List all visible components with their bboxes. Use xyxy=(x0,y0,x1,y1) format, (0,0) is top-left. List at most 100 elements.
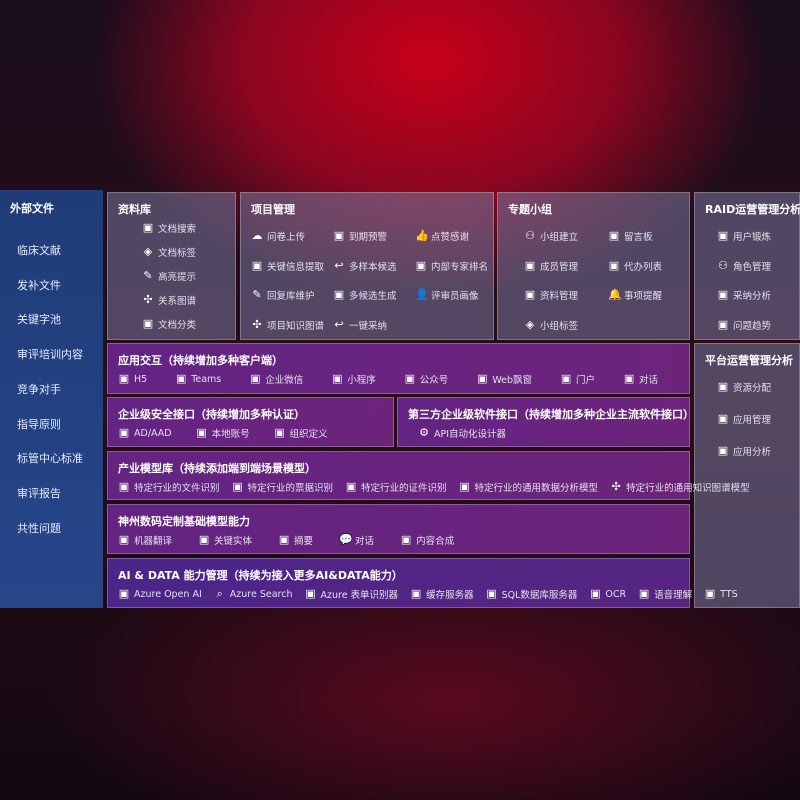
panel-title: 资料库 xyxy=(118,203,151,216)
feature-item[interactable]: ⌕ Azure Search xyxy=(214,588,293,600)
feature-item[interactable]: ⚇ 角色管理 xyxy=(717,259,771,273)
feature-item[interactable]: ▣ 公众号 xyxy=(404,372,449,387)
analysis-icon: ▣ xyxy=(717,444,729,457)
feature-item[interactable]: ▣ 内部专家排名 xyxy=(415,259,488,273)
feature-item[interactable]: ▣ 文档分类 xyxy=(142,317,197,332)
feature-label: API自动化设计器 xyxy=(434,429,507,440)
feature-label: 内部专家排名 xyxy=(431,261,489,273)
feature-item[interactable]: ▣ 对话 xyxy=(623,372,658,387)
feature-item[interactable]: ▣ 特定行业的文件识别 xyxy=(118,480,220,495)
dialog-icon: ▣ xyxy=(623,372,635,385)
sidebar-item[interactable]: 标管中心标准 xyxy=(17,452,83,466)
feature-item[interactable]: ▣ 问题趋势 xyxy=(717,318,771,332)
feature-item[interactable]: ▣ TTS xyxy=(704,588,738,600)
feature-label: 资源分配 xyxy=(733,383,772,394)
feature-item[interactable]: ▣ 缓存服务器 xyxy=(410,587,474,602)
feature-item[interactable]: ▣ 门户 xyxy=(560,372,596,387)
feature-item[interactable]: 💬 对话 xyxy=(339,533,374,548)
sidebar-item[interactable]: 审评培训内容 xyxy=(17,348,83,362)
feature-item[interactable]: 👍 点赞感谢 xyxy=(415,229,469,244)
feature-label: 关系图谱 xyxy=(158,296,197,307)
feature-item[interactable]: ✣ 关系图谱 xyxy=(142,293,197,308)
feature-item[interactable]: ☁ 问卷上传 xyxy=(251,229,306,244)
feature-item[interactable]: ▣ SQL数据库服务器 xyxy=(486,587,577,602)
feature-item[interactable]: 🔔 事项提醒 xyxy=(608,288,662,303)
feature-item[interactable]: ▣ Azure Open AI xyxy=(118,588,202,600)
cloud-upload-icon: ☁ xyxy=(251,229,263,242)
sidebar-item[interactable]: 临床文献 xyxy=(17,244,61,257)
feature-item[interactable]: ▣ 摘要 xyxy=(278,533,313,548)
feature-item[interactable]: ▣ 关键信息提取 xyxy=(251,259,324,273)
feature-item[interactable]: ▣ 机器翻译 xyxy=(118,533,172,548)
gear-icon: ⚙ xyxy=(419,426,429,439)
feature-item[interactable]: ▣ 到期预警 xyxy=(333,229,387,244)
feature-item[interactable]: ◈ 文档标签 xyxy=(142,245,196,260)
feature-label: 成员管理 xyxy=(540,261,579,273)
feature-item[interactable]: ▣ 特定行业的通用数据分析模型 xyxy=(459,480,598,495)
feature-item[interactable]: ▣ OCR xyxy=(589,588,626,600)
feature-item[interactable]: ▣ 留言板 xyxy=(608,229,653,244)
feature-item[interactable]: ▣ 应用分析 xyxy=(717,444,772,459)
feature-item[interactable]: ⚙ API自动化设计器 xyxy=(418,426,507,441)
feature-item[interactable]: ✣ 项目知识图谱 xyxy=(251,318,324,332)
feature-item[interactable]: ▣ 资料管理 xyxy=(524,288,578,303)
feature-item[interactable]: ✎ 高亮提示 xyxy=(142,269,196,284)
industry-model-panel: 产业模型库（持续添加端到端场景模型） ▣ 特定行业的文件识别 ▣ 特定行业的票据识别 ▣ 特… xyxy=(107,451,750,500)
sidebar-item[interactable]: 指导原则 xyxy=(17,417,61,431)
panel-title: AI & DATA 能力管理（持续为接入更多AI&DATA能力） xyxy=(118,569,403,582)
feature-item[interactable]: ↩ 多样本候选 xyxy=(333,259,397,273)
feature-item[interactable]: ▣ 内容合成 xyxy=(400,533,454,548)
org-icon: ▣ xyxy=(274,426,285,439)
feature-item[interactable]: ▣ H5 xyxy=(118,373,147,385)
feature-item[interactable]: ▣ 文档搜索 xyxy=(142,221,196,236)
ranking-icon: ▣ xyxy=(415,258,427,272)
sidebar-title: 外部文件 xyxy=(10,202,54,215)
feature-label: 企业微信 xyxy=(265,375,304,386)
feature-item[interactable]: ↩ 一键采纳 xyxy=(333,318,387,332)
web-window-icon: ▣ xyxy=(477,372,488,385)
feature-item[interactable]: ▣ 多候选生成 xyxy=(333,288,397,303)
feature-item[interactable]: ▣ 成员管理 xyxy=(524,259,578,273)
panel-title: 第三方企业级软件接口（持续增加多种企业主流软件接口） xyxy=(408,408,694,421)
feature-label: 应用分析 xyxy=(733,447,772,458)
feature-item[interactable]: ◈ 小组标签 xyxy=(524,318,578,332)
feature-item[interactable]: ⚇ 小组建立 xyxy=(524,229,578,244)
feature-item[interactable]: ▣ 应用管理 xyxy=(717,412,771,427)
feature-item[interactable]: ▣ 语音理解 xyxy=(638,587,692,602)
feature-item[interactable]: ▣ 采纳分析 xyxy=(717,288,771,303)
feature-item[interactable]: ▣ 特定行业的票据识别 xyxy=(232,480,333,495)
base-model-panel: 神州数码定制基础模型能力 ▣ 机器翻译 ▣ 关键实体 ▣ 摘要 💬 对话 ▣ 内容合成 xyxy=(107,504,690,554)
feature-item[interactable]: ▣ Azure 表单识别器 xyxy=(304,587,398,602)
ocr-icon: ▣ xyxy=(590,587,601,600)
feature-item[interactable]: ▣ 代办列表 xyxy=(608,259,662,273)
feature-label: 多候选生成 xyxy=(349,291,397,302)
sidebar-item[interactable]: 发补文件 xyxy=(17,278,61,292)
feature-item[interactable]: ✣ 特定行业的通用知识图谱模型 xyxy=(610,480,749,495)
feature-label: 特定行业的证件识别 xyxy=(361,483,447,494)
feature-label: 多样本候选 xyxy=(349,261,397,273)
feature-item[interactable]: ▣ 特定行业的证件识别 xyxy=(345,480,447,495)
feature-item[interactable]: 👤 评审员画像 xyxy=(415,288,479,303)
feature-item[interactable]: ▣ 企业微信 xyxy=(249,372,304,387)
panel-title: RAID运营管理分析 xyxy=(705,203,800,216)
feature-item[interactable]: ▣ 小程序 xyxy=(331,372,376,387)
feature-item[interactable]: ✎ 回复库维护 xyxy=(251,288,314,303)
feature-label: 门户 xyxy=(576,375,596,386)
feature-item[interactable]: ▣ Teams xyxy=(175,373,221,385)
feature-label: 文档分类 xyxy=(158,320,197,331)
feature-item[interactable]: ▣ 本地账号 xyxy=(196,426,249,441)
feature-item[interactable]: ▣ Web飘窗 xyxy=(476,372,532,387)
sidebar-item[interactable]: 关键字池 xyxy=(17,313,61,327)
sidebar-item[interactable]: 竞争对手 xyxy=(17,382,61,396)
panel-title: 专题小组 xyxy=(508,203,552,216)
feature-item[interactable]: ▣ 关键实体 xyxy=(198,533,252,548)
feature-item[interactable]: ▣ 用户锻炼 xyxy=(717,229,771,244)
sidebar-item[interactable]: 审评报告 xyxy=(17,486,61,500)
feature-label: 角色管理 xyxy=(733,261,772,273)
file-icon: ▣ xyxy=(118,480,130,493)
feature-item[interactable]: ▣ AD/AAD xyxy=(118,427,172,439)
sidebar-item[interactable]: 共性问题 xyxy=(17,521,61,535)
feature-item[interactable]: ▣ 资源分配 xyxy=(717,380,772,395)
users-icon: ⚇ xyxy=(718,258,728,272)
feature-item[interactable]: ▣ 组织定义 xyxy=(274,426,327,441)
